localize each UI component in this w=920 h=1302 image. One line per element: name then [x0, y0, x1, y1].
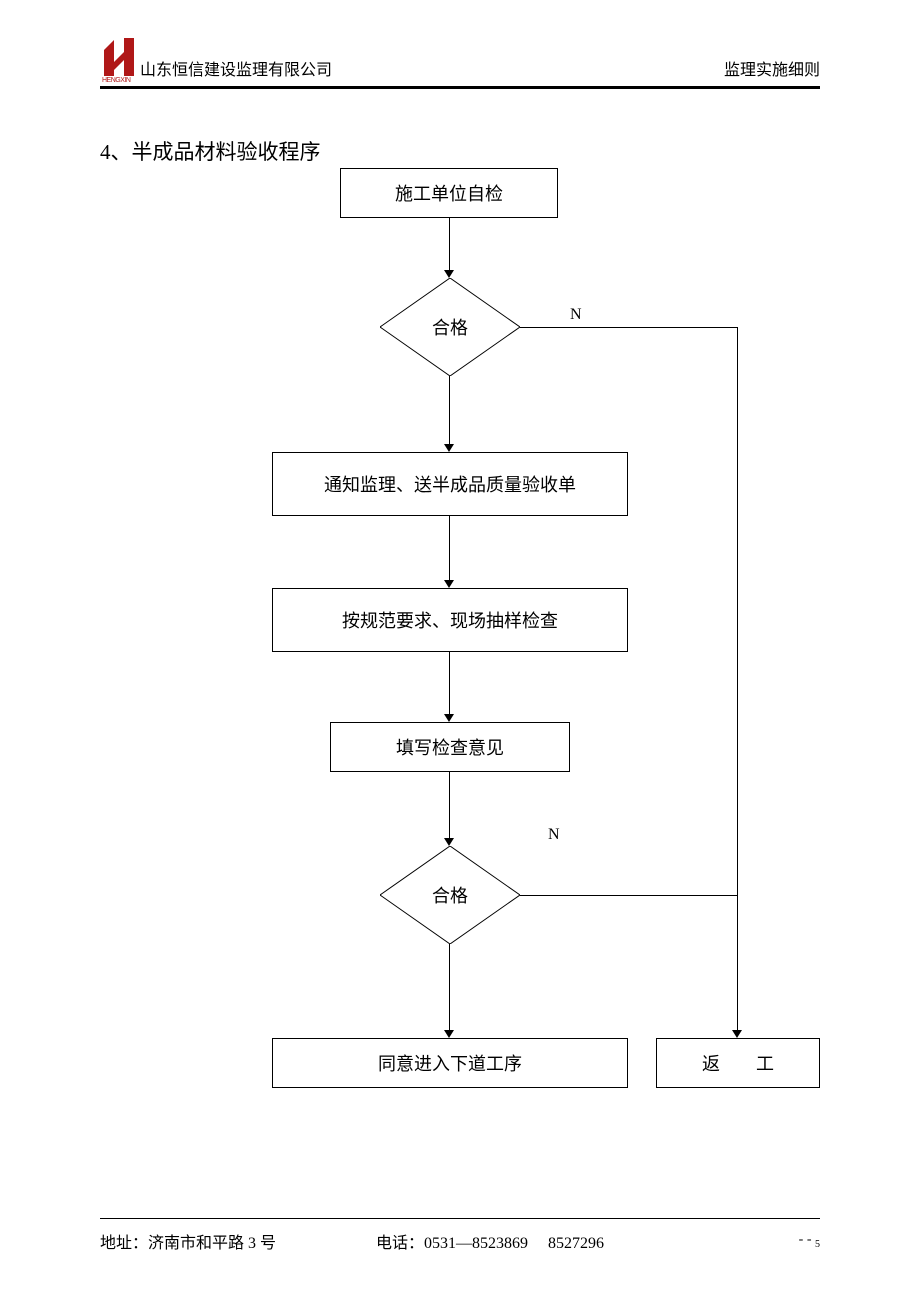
node-decision-1: 合格 — [380, 278, 520, 376]
node-opinion: 填写检查意见 — [330, 722, 570, 772]
arrow-down-icon — [444, 1030, 454, 1038]
node-self-inspection: 施工单位自检 — [340, 168, 558, 218]
node-sample-check: 按规范要求、现场抽样检查 — [272, 588, 628, 652]
node-label: 合格 — [432, 882, 468, 908]
header-left: HENGXIN 山东恒信建设监理有限公司 — [100, 38, 332, 82]
arrow-down-icon — [732, 1030, 742, 1038]
edge — [449, 652, 450, 714]
page-dash: - - — [799, 1232, 812, 1247]
logo: HENGXIN — [100, 38, 138, 82]
node-rework: 返 工 — [656, 1038, 820, 1088]
node-label: 返 工 — [702, 1050, 774, 1076]
header-rule — [100, 86, 820, 89]
doc-type: 监理实施细则 — [724, 56, 820, 82]
arrow-down-icon — [444, 444, 454, 452]
company-name: 山东恒信建设监理有限公司 — [140, 56, 332, 82]
arrow-down-icon — [444, 270, 454, 278]
node-label: 合格 — [432, 314, 468, 340]
edge — [449, 516, 450, 580]
logo-subtext: HENGXIN — [102, 77, 130, 84]
footer-text: 地址：济南市和平路 3 号 电话：0531—8523869 8527296 — [100, 1229, 820, 1253]
logo-icon — [100, 38, 138, 78]
section-title: 4、半成品材料验收程序 — [100, 136, 321, 166]
arrow-down-icon — [444, 580, 454, 588]
node-label: 同意进入下道工序 — [378, 1050, 522, 1076]
footer-tel: 电话：0531—8523869 8527296 — [376, 1229, 604, 1253]
node-label: 按规范要求、现场抽样检查 — [342, 607, 558, 633]
page-footer: 地址：济南市和平路 3 号 电话：0531—8523869 8527296 — [100, 1218, 820, 1253]
node-approve: 同意进入下道工序 — [272, 1038, 628, 1088]
edge-label-n: N — [570, 306, 582, 324]
node-notify: 通知监理、送半成品质量验收单 — [272, 452, 628, 516]
edge — [449, 376, 450, 444]
node-label: 填写检查意见 — [396, 734, 504, 760]
footer-address: 地址：济南市和平路 3 号 — [100, 1229, 276, 1253]
edge-label-n: N — [548, 826, 560, 844]
node-decision-2: 合格 — [380, 846, 520, 944]
arrow-down-icon — [444, 714, 454, 722]
edge — [520, 327, 738, 328]
edge — [520, 895, 738, 896]
page-header: HENGXIN 山东恒信建设监理有限公司 监理实施细则 — [100, 38, 820, 86]
edge — [449, 218, 450, 270]
footer-rule — [100, 1218, 820, 1219]
edge — [737, 327, 738, 1030]
page-number: - - 5 — [799, 1232, 820, 1250]
arrow-down-icon — [444, 838, 454, 846]
edge — [449, 944, 450, 1030]
node-label: 施工单位自检 — [395, 180, 503, 206]
node-label: 通知监理、送半成品质量验收单 — [324, 471, 576, 497]
page-num-value: 5 — [815, 1239, 820, 1250]
flowchart: 施工单位自检 合格 N 通知监理、送半成品质量验收单 按规范要求、现场抽样检查 … — [100, 168, 820, 1128]
edge — [449, 772, 450, 838]
